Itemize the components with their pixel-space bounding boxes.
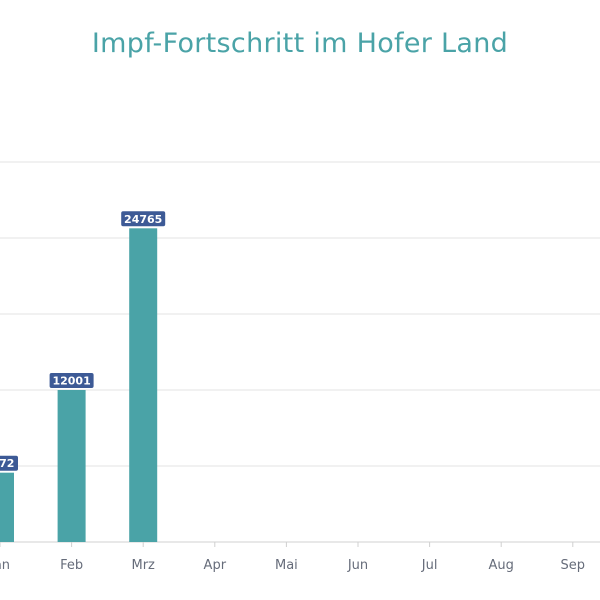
- x-tick-label: Jun: [347, 558, 368, 573]
- bar-jan: [0, 472, 14, 542]
- bar-mrz: [129, 228, 158, 542]
- data-label-box: [0, 455, 18, 471]
- bar-feb: [57, 389, 86, 542]
- chart-title: Impf-Fortschritt im Hofer Land: [91, 28, 509, 59]
- x-tick-label: Mai: [275, 558, 298, 573]
- data-label-box: [121, 211, 166, 227]
- x-tick-label: Mrz: [132, 558, 156, 573]
- x-tick-label: Aug: [489, 558, 514, 573]
- x-tick-label: Jul: [421, 558, 438, 573]
- x-tick-label: Jan: [0, 558, 10, 573]
- data-label: 24765: [124, 213, 162, 226]
- x-tick-label: Feb: [60, 558, 83, 573]
- x-tick-label: Sep: [561, 558, 586, 573]
- data-label: 12001: [52, 374, 90, 387]
- data-label-box: [49, 372, 94, 388]
- data-label: 72: [0, 457, 14, 470]
- x-tick-label: Apr: [204, 558, 227, 573]
